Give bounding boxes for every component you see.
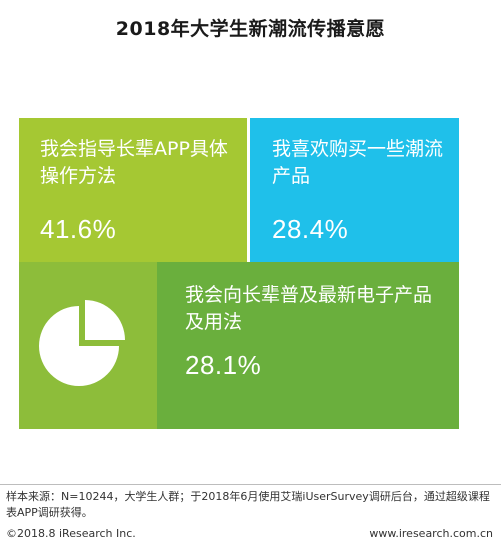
footer-divider: [0, 484, 501, 485]
block-label: 我会向长辈普及最新电子产品及用法: [185, 284, 433, 333]
source-note: 样本来源：N=10244，大学生人群；于2018年6月使用艾瑞iUserSurv…: [6, 490, 490, 519]
block-remainder: [19, 262, 157, 429]
chart-title: 2018年大学生新潮流传播意愿: [115, 18, 386, 40]
block-trend-products: 我喜欢购买一些潮流产品 28.4%: [250, 118, 459, 262]
block-app-guidance: 我会指导长辈APP具体操作方法 41.6%: [19, 118, 247, 262]
copyright: ©2018.8 iResearch Inc.: [6, 527, 136, 540]
block-value: 28.1%: [185, 350, 262, 380]
pie-chart-icon: [39, 300, 125, 386]
block-value: 41.6%: [40, 214, 117, 244]
block-label: 我喜欢购买一些潮流产品: [272, 138, 444, 187]
block-label: 我会指导长辈APP具体操作方法: [40, 138, 228, 187]
website: www.iresearch.com.cn: [369, 527, 493, 540]
block-teach-devices: 我会向长辈普及最新电子产品及用法 28.1%: [157, 262, 459, 429]
block-value: 28.4%: [272, 214, 349, 244]
